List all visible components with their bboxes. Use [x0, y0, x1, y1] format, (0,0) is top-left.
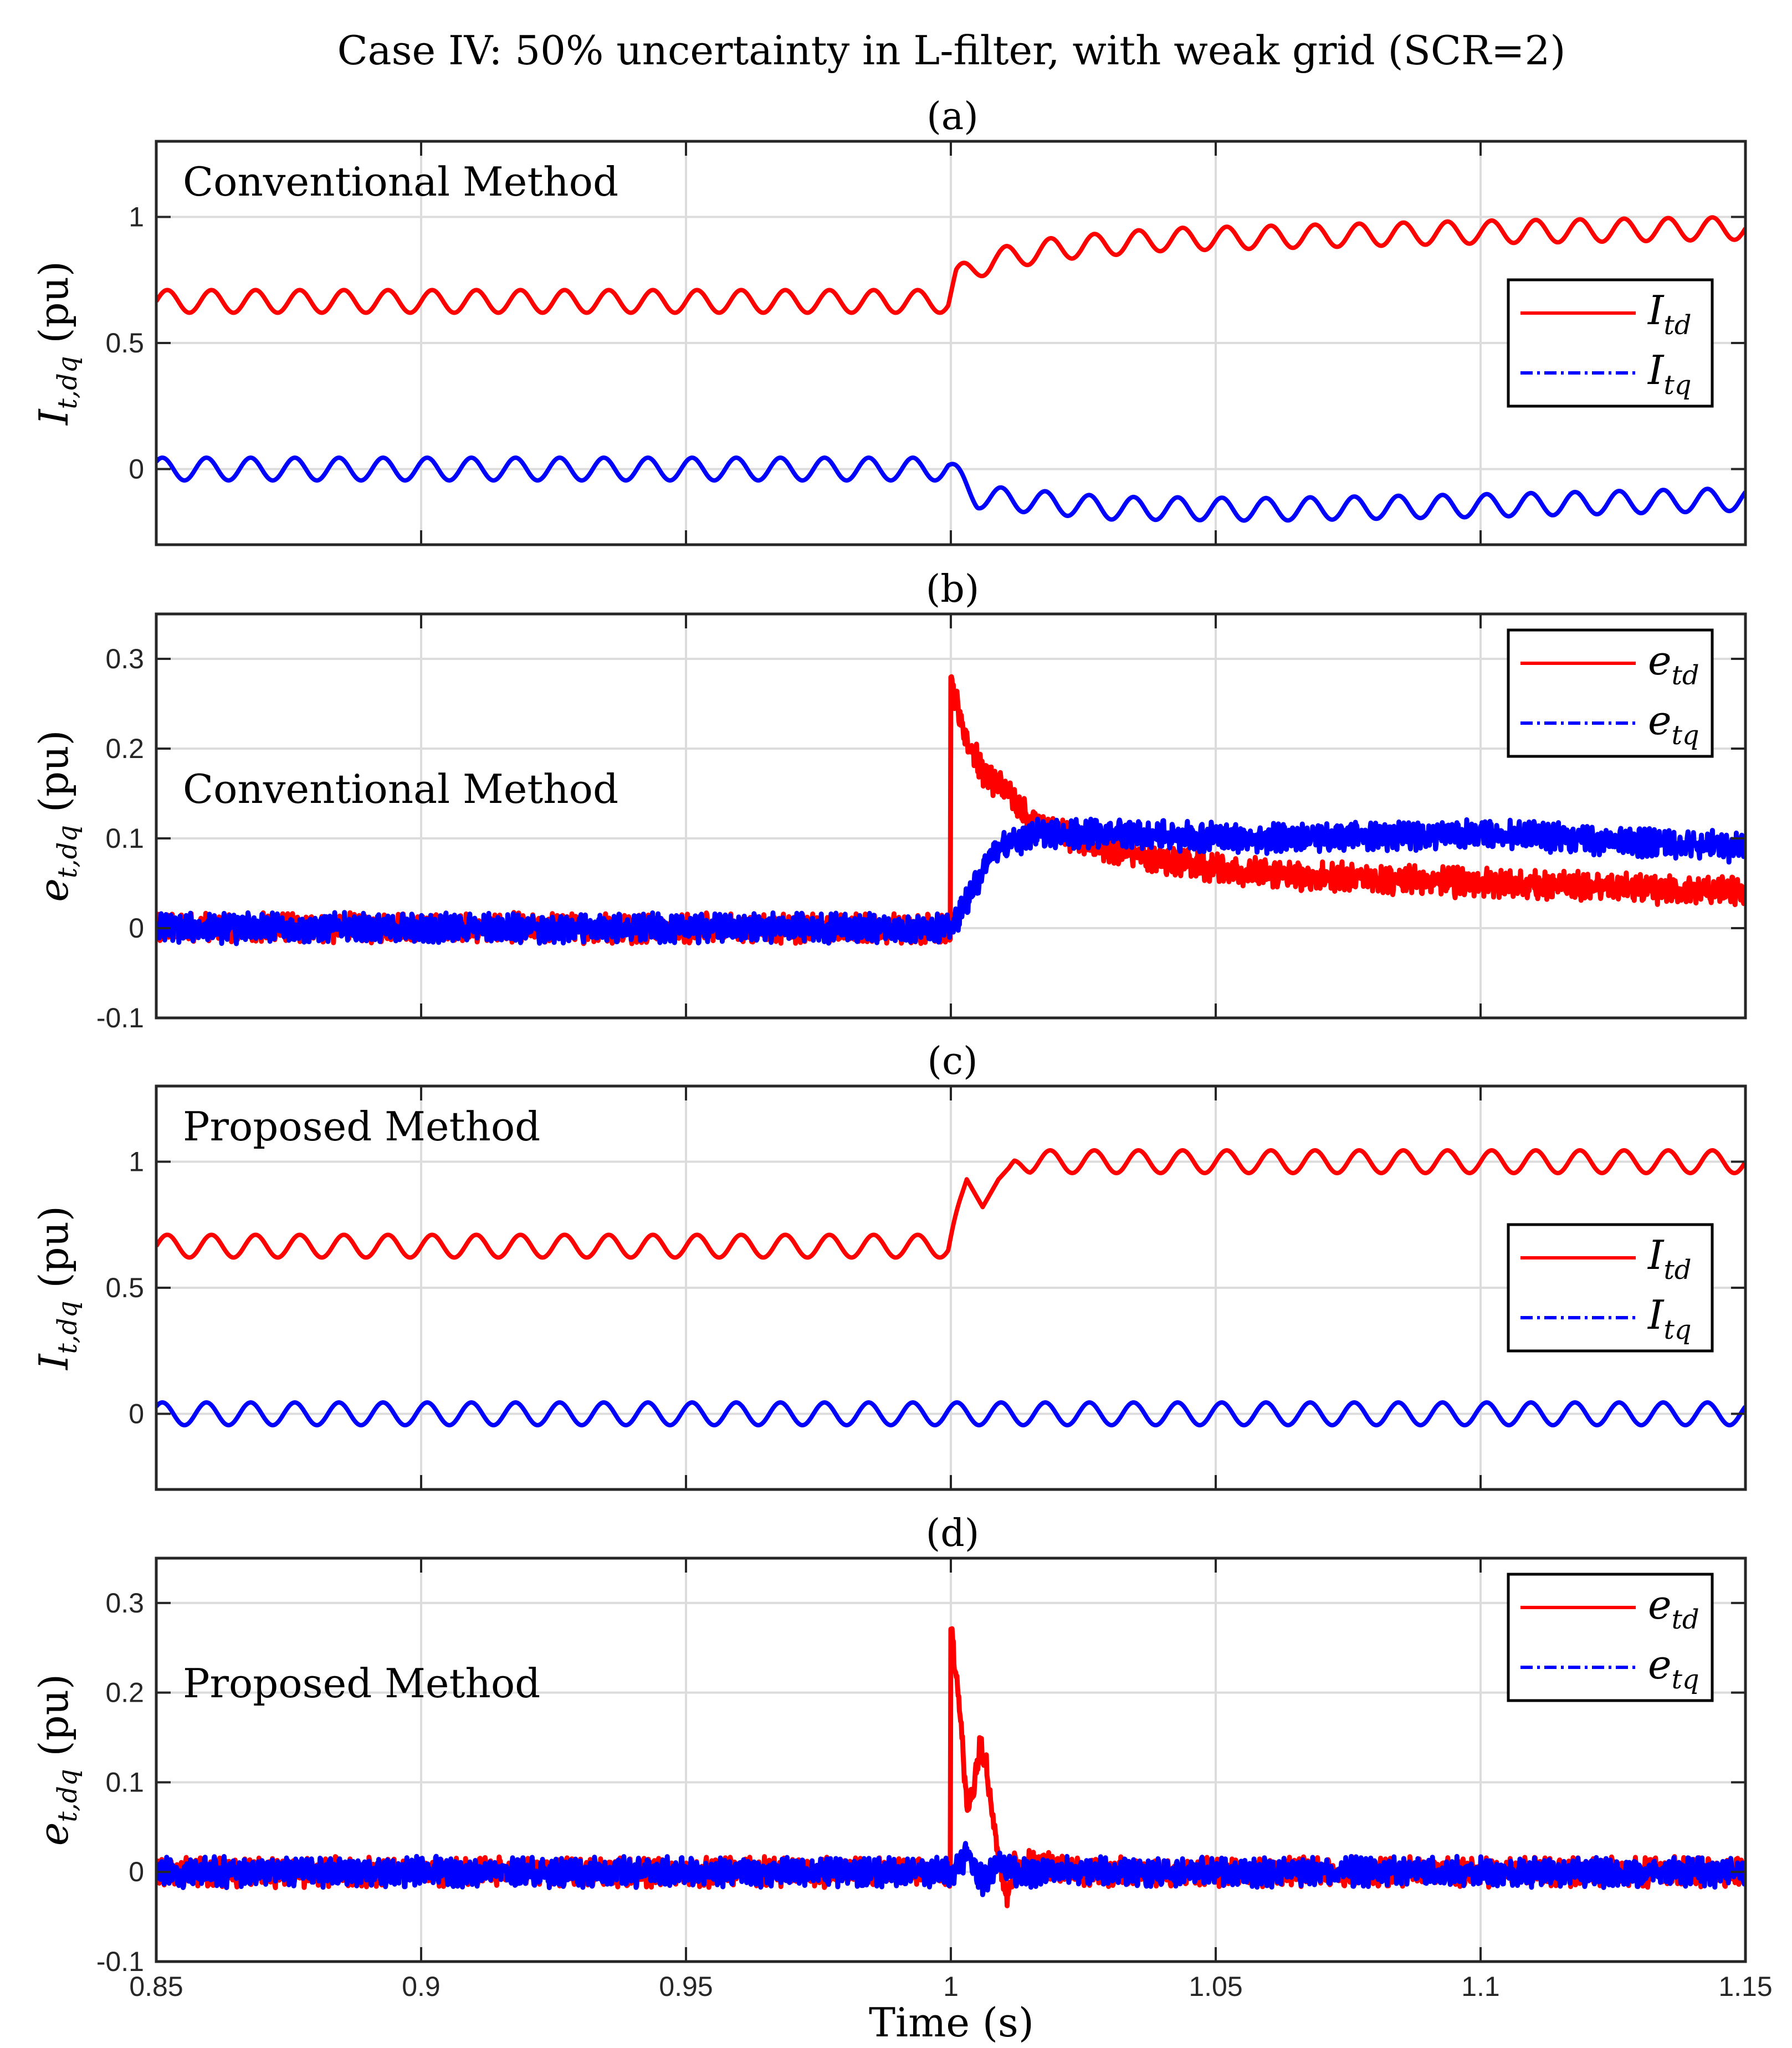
series-group [156, 674, 1745, 946]
y-tick-label: 0.2 [105, 733, 144, 764]
method-annotation: Proposed Method [183, 1660, 540, 1707]
legend-box [1507, 1573, 1714, 1702]
method-annotation: Conventional Method [183, 158, 618, 205]
legend-box [1507, 1223, 1714, 1353]
y-axis-label: It,dq (pu) [30, 261, 83, 426]
legend-entry-label: Itd [1647, 1232, 1691, 1286]
legend-box [1507, 628, 1714, 758]
legend-entry-label: Itq [1647, 1292, 1691, 1345]
panel-a: (a) 0 0.5 1 It,dq (pu) Conventional Method Itd… [30, 95, 1747, 546]
y-tick-label: -0.1 [96, 1002, 144, 1033]
panels: (a) 0 0.5 1 It,dq (pu) Conventional Method Itd… [30, 95, 1773, 2002]
legend-entry-label: etd [1648, 637, 1699, 691]
x-tick-label: 1 [943, 1971, 959, 2002]
series-e-tq-line [156, 816, 1745, 946]
panel-label: (c) [927, 1040, 977, 1083]
x-tick-label: 0.95 [659, 1971, 713, 2002]
x-axis-label: Time (s) [869, 1999, 1034, 2046]
legend: Itd Itq [1507, 278, 1714, 408]
series-i-tq-line [156, 1400, 1745, 1427]
legend-entry-label: Itd [1647, 287, 1691, 341]
x-tick-label: 1.1 [1461, 1971, 1500, 2002]
y-tick-label: -0.1 [96, 1946, 144, 1977]
legend-entry-label: etq [1648, 697, 1699, 751]
series-group [156, 1626, 1745, 1908]
legend-box [1507, 278, 1714, 408]
y-tick-label: 0.5 [105, 1272, 144, 1303]
y-tick-label: 1 [129, 1146, 144, 1177]
y-tick-label: 0 [129, 913, 144, 944]
series-i-td-line [156, 1148, 1745, 1260]
panel-d: (d) 0.85 0.9 0.95 1 1.05 1.1 1.15 -0.1 0 0.1 0.2 0.3… [30, 1512, 1773, 2002]
legend: etd etq [1507, 628, 1714, 758]
x-tick-label: 0.9 [402, 1971, 441, 2002]
x-tick-label: 1.15 [1718, 1971, 1772, 2002]
y-axis-label: It,dq (pu) [30, 1206, 83, 1371]
y-tick-label: 0 [129, 454, 144, 485]
series-i-tq-line [156, 455, 1745, 523]
series-group [156, 215, 1745, 523]
y-tick-label: 0.5 [105, 327, 144, 359]
y-tick-label: 0.2 [105, 1677, 144, 1708]
y-tick-label: 0.3 [105, 1588, 144, 1619]
y-tick-label: 1 [129, 202, 144, 233]
method-annotation: Proposed Method [183, 1103, 540, 1150]
series-i-td-line [156, 215, 1745, 315]
legend-entry-label: etq [1648, 1641, 1699, 1695]
legend: etd etq [1507, 1573, 1714, 1702]
panel-label: (b) [926, 567, 980, 611]
y-tick-label: 0.3 [105, 643, 144, 674]
y-axis-label: et,dq (pu) [30, 730, 83, 902]
series-group [156, 1148, 1745, 1427]
x-tick-label: 1.05 [1189, 1971, 1242, 2002]
y-tick-label: 0 [129, 1856, 144, 1887]
legend-entry-label: Itq [1647, 347, 1691, 401]
x-tick-label: 0.85 [129, 1971, 183, 2002]
panel-label: (d) [926, 1512, 980, 1555]
panel-c: (c) 0 0.5 1 It,dq (pu) Proposed Method Itd Itq [30, 1040, 1747, 1491]
legend-entry-label: etd [1648, 1581, 1699, 1635]
series-e-tq-line [156, 1841, 1745, 1897]
figure-title: Case IV: 50% uncertainty in L-filter, wi… [337, 27, 1566, 74]
y-tick-label: 0.1 [105, 823, 144, 854]
y-tick-label: 0.1 [105, 1767, 144, 1798]
method-annotation: Conventional Method [183, 766, 618, 812]
panel-label: (a) [926, 95, 979, 139]
y-axis-label: et,dq (pu) [30, 1674, 83, 1846]
y-tick-label: 0 [129, 1399, 144, 1430]
panel-b: (b) -0.1 0 0.1 0.2 0.3 et,dq (pu) Conventional … [30, 567, 1747, 1033]
legend: Itd Itq [1507, 1223, 1714, 1353]
